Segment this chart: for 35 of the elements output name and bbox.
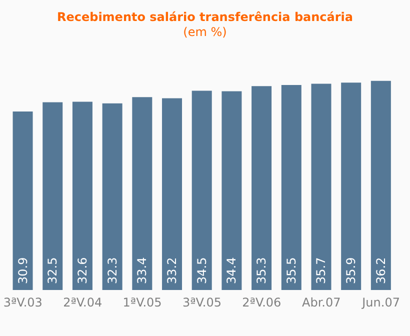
x-tick-label: 2ªV.04 xyxy=(63,296,102,310)
data-label: 33.2 xyxy=(165,257,180,284)
data-label: 35.5 xyxy=(284,257,298,284)
chart-title: Recebimento salário transferência bancária xyxy=(56,10,354,24)
bar xyxy=(341,82,362,290)
bar xyxy=(12,112,33,290)
x-tick-label: 3ªV.05 xyxy=(182,296,222,310)
data-label: 34.5 xyxy=(194,257,209,284)
data-label: 34.4 xyxy=(224,257,239,284)
bar xyxy=(132,97,152,290)
bar xyxy=(72,102,92,290)
chart-subtitle: (em %) xyxy=(182,25,228,39)
data-label: 32.6 xyxy=(75,257,90,284)
bar xyxy=(222,91,242,290)
x-tick-label: Abr.07 xyxy=(302,296,341,310)
data-label: 30.9 xyxy=(16,257,30,284)
x-tick-label: 1ªV.05 xyxy=(122,296,162,310)
x-tick-label: 3ªV.03 xyxy=(3,296,42,310)
bar xyxy=(281,84,302,290)
bar xyxy=(252,86,272,290)
data-label: 32.3 xyxy=(105,257,120,284)
bar xyxy=(370,80,391,290)
data-label: 35.3 xyxy=(254,257,269,284)
bar xyxy=(192,90,212,290)
data-label: 35.9 xyxy=(344,257,358,284)
bar xyxy=(311,84,332,290)
data-label: 36.2 xyxy=(374,257,388,284)
data-label: 33.4 xyxy=(135,257,150,284)
bar xyxy=(102,103,122,290)
x-tick-label: 2ªV.06 xyxy=(242,296,282,310)
data-label: 35.7 xyxy=(314,257,328,284)
bar xyxy=(42,102,63,290)
bar xyxy=(162,98,182,290)
x-tick-label: Jun.07 xyxy=(361,296,400,310)
data-label: 32.5 xyxy=(46,257,60,284)
